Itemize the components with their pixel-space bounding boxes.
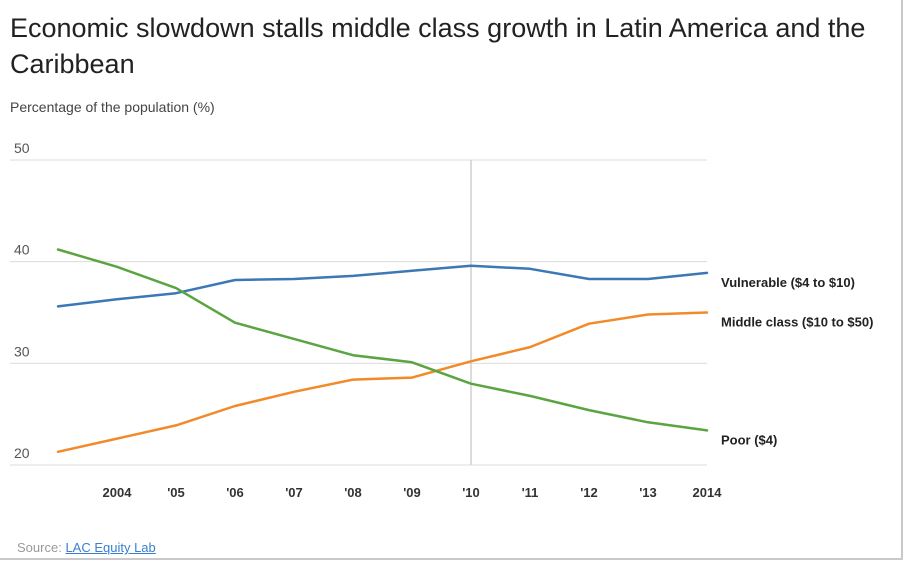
x-tick-label-2004: 2004 [103,485,133,500]
series-line-middle_class [56,311,709,454]
x-tick-label-2014: 2014 [693,485,723,500]
source-prefix: Source: [17,540,62,555]
y-tick-label-40: 40 [14,242,30,258]
y-tick-label-50: 50 [14,140,30,156]
x-tick-label-2007: '07 [285,485,303,500]
y-tick-label-30: 30 [14,343,30,359]
y-tick-label-20: 20 [14,445,30,461]
x-tick-label-2008: '08 [344,485,362,500]
x-tick-label-2009: '09 [403,485,421,500]
series-label-poor: Poor ($4) [721,432,777,447]
series-line-vulnerable [56,264,709,308]
series-label-vulnerable: Vulnerable ($4 to $10) [721,275,855,290]
y-axis-label: Percentage of the population (%) [10,99,215,115]
x-tick-label-2012: '12 [580,485,598,500]
x-tick-label-2011: '11 [522,485,539,500]
x-tick-label-2013: '13 [639,485,657,500]
x-tick-label-2006: '06 [226,485,244,500]
source-link[interactable]: LAC Equity Lab [65,540,156,555]
series-label-middle_class: Middle class ($10 to $50) [721,315,873,330]
x-tick-label-2010: '10 [462,485,480,500]
chart-title: Economic slowdown stalls middle class gr… [10,13,866,79]
x-tick-label-2005: '05 [167,485,185,500]
source-note: Source: LAC Equity Lab [17,540,156,555]
series-line-poor [56,248,709,432]
